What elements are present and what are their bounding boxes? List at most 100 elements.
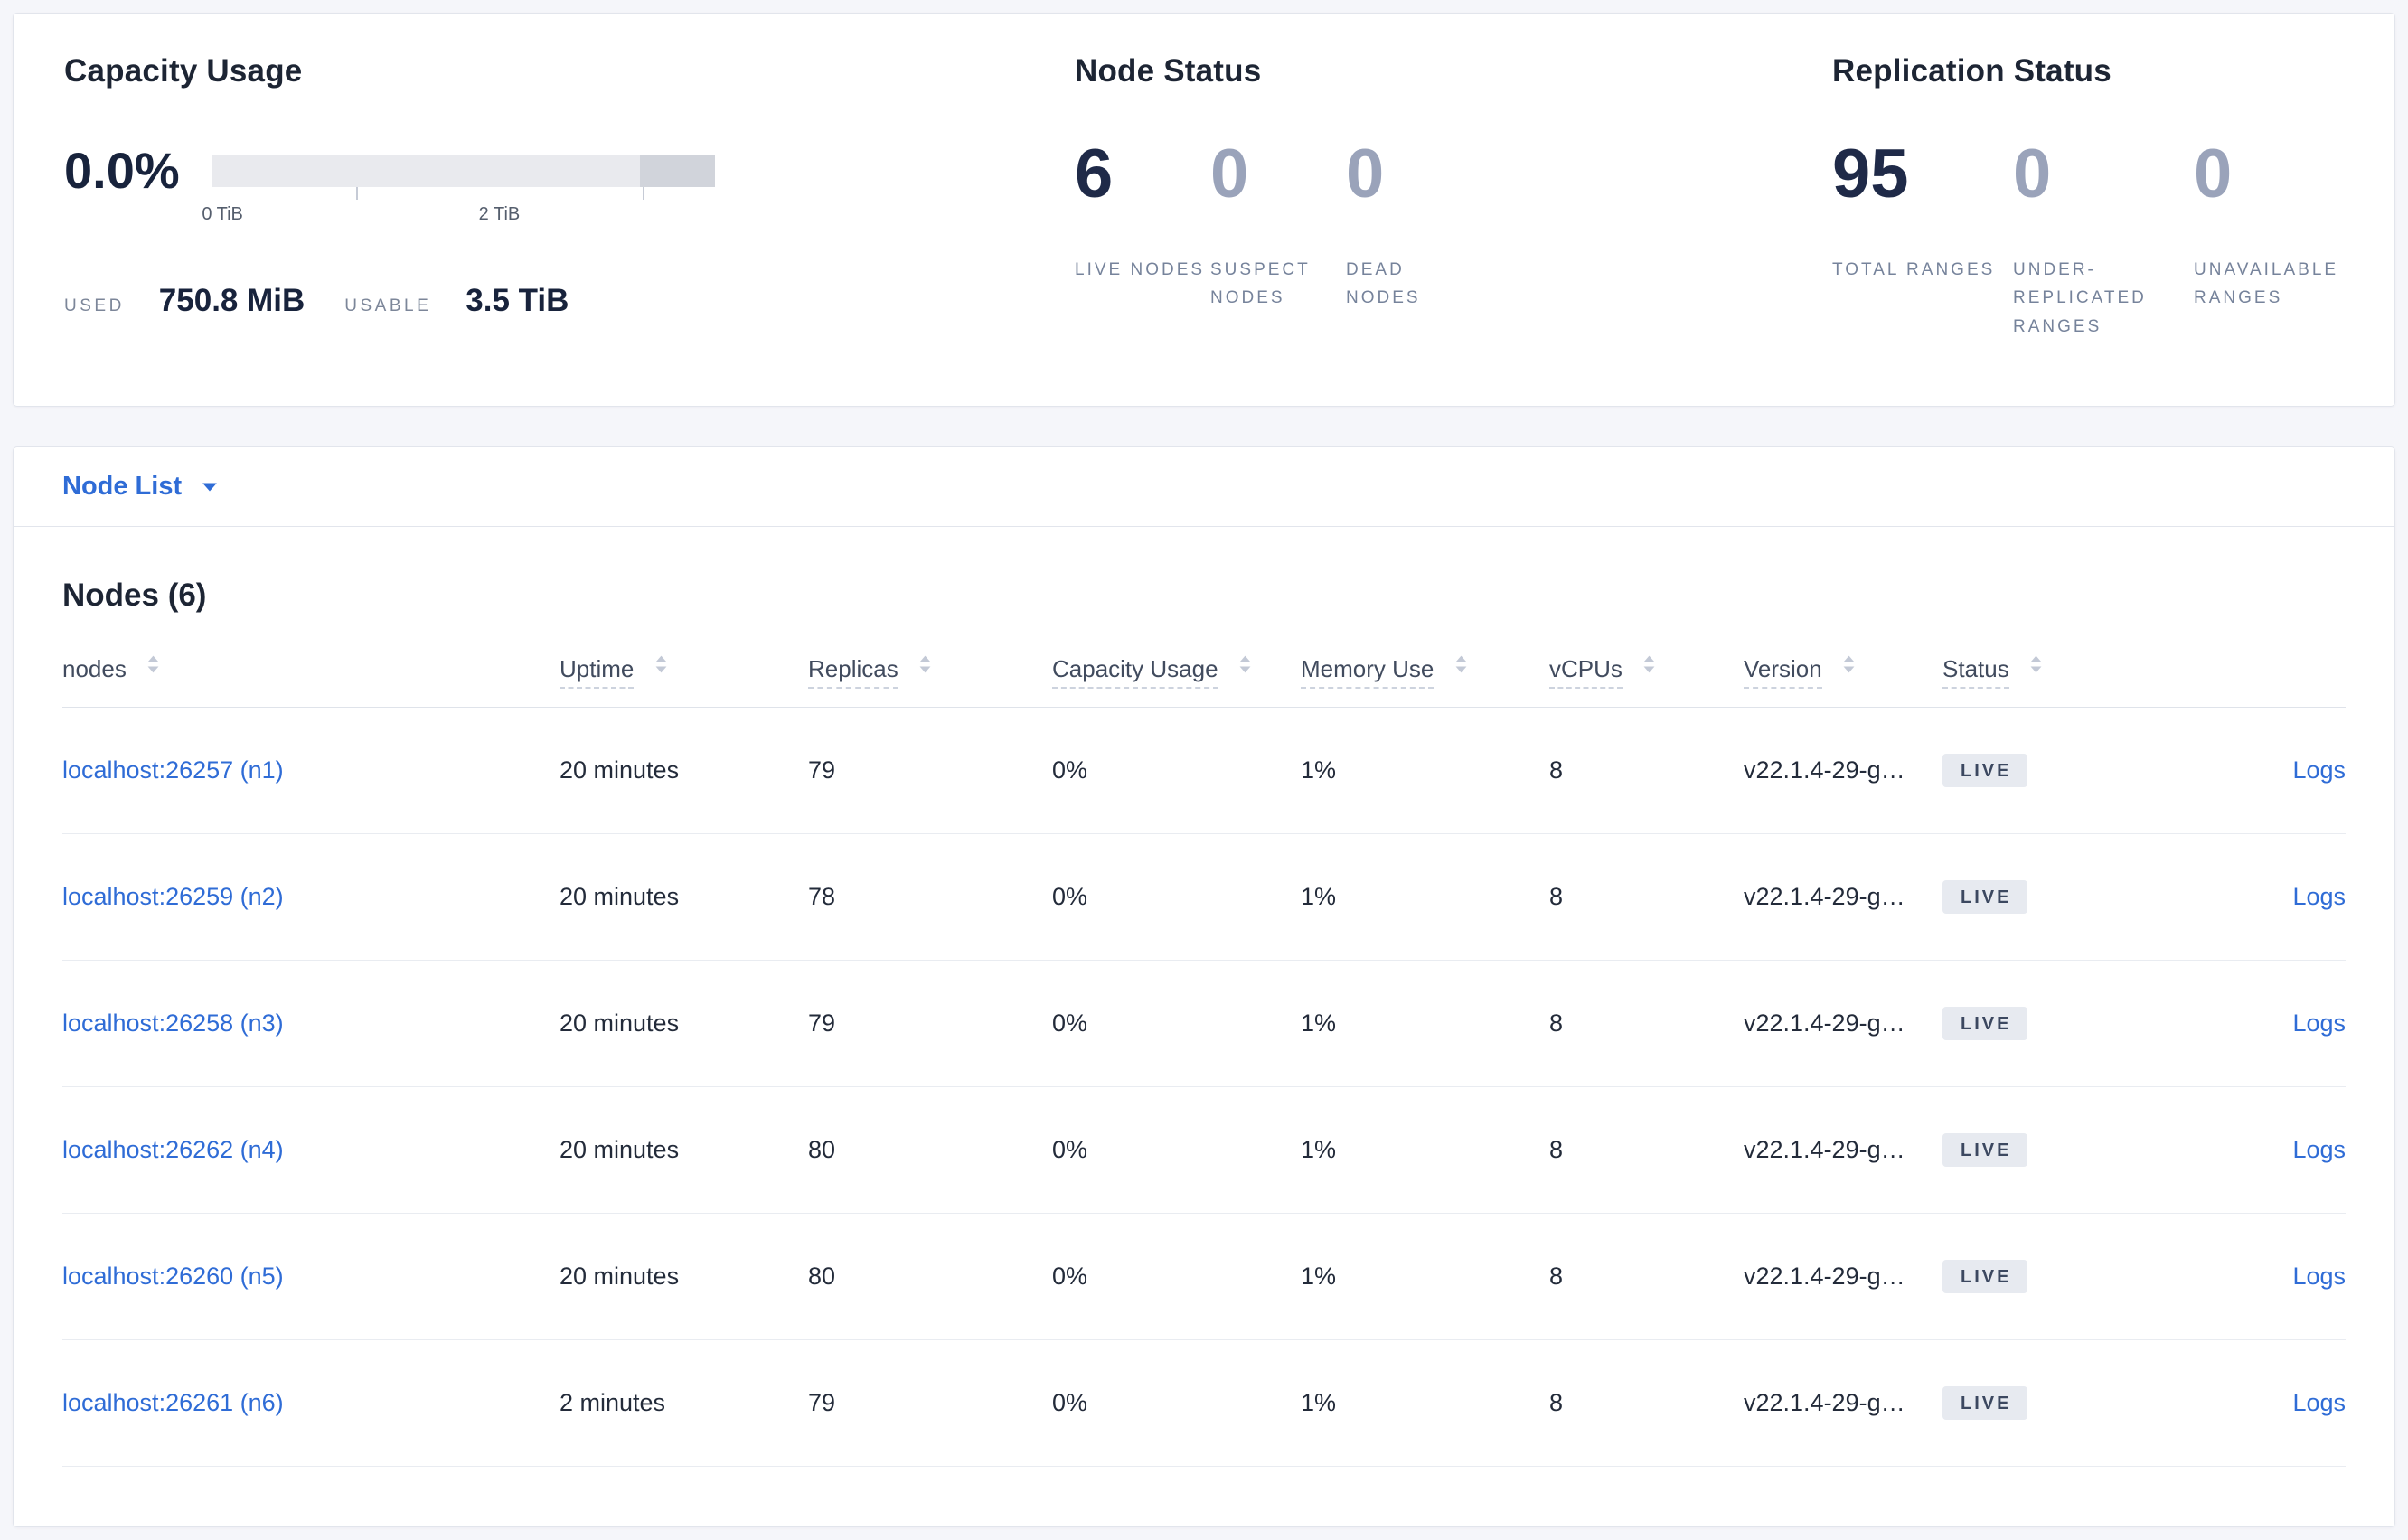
node-cell: localhost:26261 (n6) [62, 1339, 560, 1467]
col-header-memory-use[interactable]: Memory Use [1301, 653, 1549, 708]
under-replicated-label: UNDER-REPLICATED RANGES [2013, 260, 2147, 336]
replication-status-title: Replication Status [1832, 53, 2112, 89]
sort-icon [1843, 655, 1855, 673]
version-cell: v22.1.4-29-g… [1744, 1339, 1942, 1467]
live-nodes-label: LIVE NODES [1075, 260, 1206, 279]
unavailable-ranges-label: UNAVAILABLE RANGES [2194, 260, 2339, 308]
capacity-gauge-bar [212, 155, 715, 187]
logs-link[interactable]: Logs [2292, 1389, 2346, 1416]
node-link[interactable]: localhost:26258 (n3) [62, 1009, 284, 1037]
gauge-tick-mark-1 [356, 186, 359, 200]
under-replicated-stat: 0 UNDER-REPLICATED RANGES [2013, 140, 2194, 341]
status-cell: LIVE [1942, 833, 2254, 961]
logs-link[interactable]: Logs [2292, 756, 2346, 784]
status-badge: LIVE [1942, 1007, 2028, 1040]
status-cell: LIVE [1942, 1213, 2254, 1340]
logs-link[interactable]: Logs [2292, 1263, 2346, 1290]
used-value: 750.8 MiB [158, 283, 306, 318]
sort-icon [1643, 655, 1655, 673]
replicas-cell: 78 [808, 833, 1052, 961]
table-header-row: nodes Uptime Replicas Capacity Usag [62, 653, 2346, 708]
suspect-nodes-stat: 0 SUSPECT NODES [1210, 140, 1346, 313]
capacity-values-row: USED 750.8 MiB USABLE 3.5 TiB [64, 283, 1075, 319]
logs-cell: Logs [2254, 1086, 2346, 1214]
node-link[interactable]: localhost:26259 (n2) [62, 883, 284, 910]
chevron-down-icon [202, 482, 218, 493]
table-row: localhost:26257 (n1) 20 minutes 79 0% 1%… [62, 707, 2346, 834]
col-header-version[interactable]: Version [1744, 653, 1942, 708]
nodes-table-body: localhost:26257 (n1) 20 minutes 79 0% 1%… [62, 707, 2346, 1467]
logs-link[interactable]: Logs [2292, 883, 2346, 910]
col-header-uptime[interactable]: Uptime [560, 653, 808, 708]
node-list-dropdown[interactable]: Node List [14, 447, 2394, 527]
sort-icon [655, 655, 667, 673]
node-status-title: Node Status [1075, 53, 1262, 89]
version-cell: v22.1.4-29-g… [1744, 1213, 1942, 1340]
gauge-tick-label-2tib: 2 TiB [478, 203, 521, 224]
vcpus-cell: 8 [1549, 1339, 1744, 1467]
status-badge: LIVE [1942, 880, 2028, 914]
col-header-logs [2254, 653, 2346, 708]
col-header-nodes[interactable]: nodes [62, 653, 560, 708]
version-cell: v22.1.4-29-g… [1744, 707, 1942, 834]
col-header-status[interactable]: Status [1942, 653, 2254, 708]
logs-cell: Logs [2254, 1339, 2346, 1467]
replicas-cell: 79 [808, 960, 1052, 1087]
vcpus-cell: 8 [1549, 707, 1744, 834]
summary-panel: Capacity Usage 0.0% 0 TiB 2 TiB USED 750… [13, 13, 2395, 407]
uptime-cell: 20 minutes [560, 833, 808, 961]
uptime-cell: 20 minutes [560, 707, 808, 834]
sort-icon [147, 655, 159, 673]
nodes-panel: Node List Nodes (6) nodes [13, 446, 2395, 1527]
nodes-table: nodes Uptime Replicas Capacity Usag [62, 653, 2346, 1467]
capacity-usage-cell: 0% [1052, 833, 1301, 961]
replicas-cell: 80 [808, 1086, 1052, 1214]
gauge-tick-mark-2 [643, 186, 645, 200]
node-cell: localhost:26260 (n5) [62, 1213, 560, 1340]
nodes-heading: Nodes (6) [62, 578, 207, 613]
logs-cell: Logs [2254, 960, 2346, 1087]
dead-nodes-stat: 0 DEAD NODES [1346, 140, 1481, 313]
col-header-vcpus[interactable]: vCPUs [1549, 653, 1744, 708]
node-cell: localhost:26259 (n2) [62, 833, 560, 961]
vcpus-cell: 8 [1549, 833, 1744, 961]
table-row: localhost:26259 (n2) 20 minutes 78 0% 1%… [62, 833, 2346, 961]
version-cell: v22.1.4-29-g… [1744, 960, 1942, 1087]
logs-cell: Logs [2254, 833, 2346, 961]
gauge-tick-label-0tib: 0 TiB [202, 203, 243, 224]
sort-icon [919, 655, 931, 673]
col-header-capacity-usage[interactable]: Capacity Usage [1052, 653, 1301, 708]
node-link[interactable]: localhost:26261 (n6) [62, 1389, 284, 1416]
col-header-replicas[interactable]: Replicas [808, 653, 1052, 708]
node-link[interactable]: localhost:26257 (n1) [62, 756, 284, 784]
logs-cell: Logs [2254, 707, 2346, 834]
memory-use-cell: 1% [1301, 1086, 1549, 1214]
uptime-cell: 2 minutes [560, 1339, 808, 1467]
node-link[interactable]: localhost:26262 (n4) [62, 1136, 284, 1163]
capacity-usage-cell: 0% [1052, 960, 1301, 1087]
sort-icon [2030, 655, 2042, 673]
memory-use-cell: 1% [1301, 1339, 1549, 1467]
node-cell: localhost:26258 (n3) [62, 960, 560, 1087]
uptime-cell: 20 minutes [560, 1213, 808, 1340]
replicas-cell: 79 [808, 1339, 1052, 1467]
memory-use-cell: 1% [1301, 960, 1549, 1087]
usable-label: USABLE [344, 296, 432, 315]
replication-stats: 95 TOTAL RANGES 0 UNDER-REPLICATED RANGE… [1832, 140, 2375, 341]
total-ranges-label: TOTAL RANGES [1832, 260, 1996, 279]
node-cell: localhost:26262 (n4) [62, 1086, 560, 1214]
capacity-usage-cell: 0% [1052, 1339, 1301, 1467]
replicas-cell: 80 [808, 1213, 1052, 1340]
logs-link[interactable]: Logs [2292, 1136, 2346, 1163]
table-row: localhost:26258 (n3) 20 minutes 79 0% 1%… [62, 960, 2346, 1087]
status-badge: LIVE [1942, 1386, 2028, 1420]
live-nodes-count: 6 [1075, 136, 1114, 212]
capacity-usage-cell: 0% [1052, 1213, 1301, 1340]
status-badge: LIVE [1942, 1133, 2028, 1167]
usable-value: 3.5 TiB [466, 283, 569, 318]
node-link[interactable]: localhost:26260 (n5) [62, 1263, 284, 1290]
version-cell: v22.1.4-29-g… [1744, 833, 1942, 961]
live-nodes-stat: 6 LIVE NODES [1075, 140, 1210, 313]
logs-link[interactable]: Logs [2292, 1009, 2346, 1037]
